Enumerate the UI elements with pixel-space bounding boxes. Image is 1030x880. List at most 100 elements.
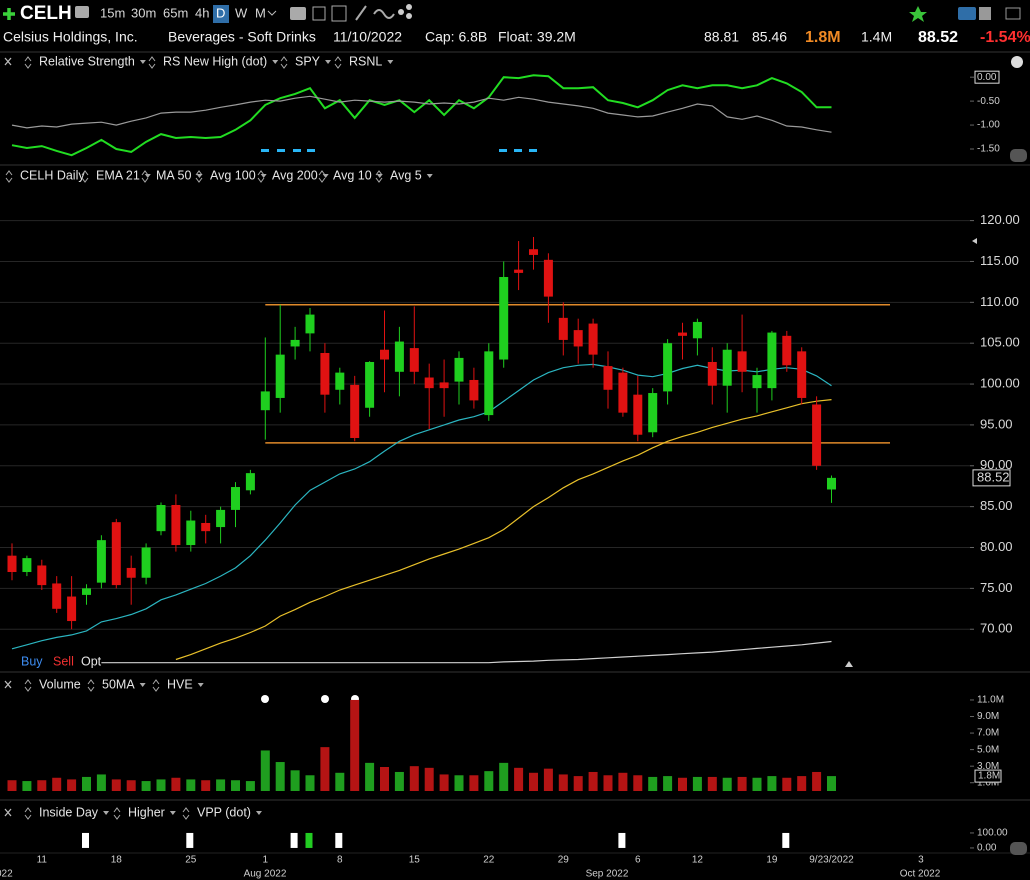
close-panel[interactable]: [4, 680, 12, 689]
legend-dropdown[interactable]: [196, 174, 203, 178]
legend-item[interactable]: Avg 100: [210, 168, 256, 182]
save-icon[interactable]: [979, 7, 991, 20]
bar: [827, 776, 836, 791]
bar: [245, 781, 255, 791]
last-volume-label: 1.8M: [978, 771, 1000, 782]
candle-body: [633, 394, 643, 435]
tool-icon[interactable]: [312, 6, 326, 21]
legend-item[interactable]: SPY: [295, 54, 321, 68]
legend-item[interactable]: HVE: [167, 677, 193, 691]
bar: [409, 766, 419, 791]
symbol[interactable]: CELH: [20, 3, 72, 24]
bar: [454, 775, 464, 791]
x-tick-label: 12: [692, 855, 704, 866]
bar: [186, 779, 196, 791]
share-icon[interactable]: [406, 4, 412, 10]
symbol-icon[interactable]: [75, 6, 89, 18]
legend-arrows: [257, 170, 265, 183]
timeframe[interactable]: 65m: [163, 5, 188, 20]
legend-item[interactable]: Higher: [128, 805, 165, 819]
legend-item[interactable]: RSNL: [349, 54, 382, 68]
legend-dropdown[interactable]: [325, 60, 332, 64]
legend-dropdown[interactable]: [169, 811, 176, 815]
close-panel[interactable]: [4, 808, 12, 817]
add-symbol-icon[interactable]: [3, 8, 15, 20]
close-panel[interactable]: [4, 57, 12, 66]
legend-dropdown[interactable]: [260, 174, 267, 178]
buy-button[interactable]: Buy: [21, 654, 43, 668]
tool-icon[interactable]: [290, 7, 306, 20]
legend-dropdown[interactable]: [103, 811, 110, 815]
legend-arrows: [141, 170, 149, 183]
share-icon[interactable]: [398, 9, 404, 15]
share-icon[interactable]: [406, 13, 412, 19]
chart-title[interactable]: CELH Daily: [20, 168, 85, 182]
timeframe[interactable]: W: [235, 5, 248, 20]
timeframe[interactable]: 30m: [131, 5, 156, 20]
candle-body: [752, 375, 762, 389]
bar: [260, 750, 270, 791]
legend-item[interactable]: Avg 200: [272, 168, 318, 182]
last-price-label: 88.52: [977, 469, 1010, 484]
options-button[interactable]: Opt: [81, 654, 102, 668]
sell-button[interactable]: Sell: [53, 654, 74, 668]
legend-item[interactable]: MA 50: [156, 168, 191, 182]
dropdown-icon[interactable]: [267, 10, 277, 16]
settings-icon[interactable]: [1011, 56, 1023, 68]
x-tick-label: 8: [337, 855, 343, 866]
legend-item[interactable]: Avg 5: [390, 168, 422, 182]
tool-icon[interactable]: [331, 5, 347, 22]
timeframe[interactable]: M: [255, 5, 266, 20]
chart-title[interactable]: Volume: [39, 677, 81, 691]
y-tick-label: 100.00: [980, 375, 1020, 390]
y-tick-label: 115.00: [980, 253, 1019, 268]
draw-icon[interactable]: [355, 5, 367, 21]
timeframe[interactable]: 15m: [100, 5, 125, 20]
legend-dropdown[interactable]: [139, 683, 146, 687]
legend-item[interactable]: Relative Strength: [39, 54, 135, 68]
scroll-button[interactable]: [1010, 149, 1027, 162]
legend-dropdown[interactable]: [255, 811, 262, 815]
legend-dropdown[interactable]: [426, 174, 433, 178]
legend-item[interactable]: Avg 10: [333, 168, 372, 182]
bar: [216, 779, 226, 791]
timeframe-selected: [213, 5, 229, 23]
bar: [394, 771, 404, 791]
indicator-line: [101, 640, 832, 664]
legend-dropdown[interactable]: [376, 174, 383, 178]
legend-item[interactable]: VPP (dot): [197, 805, 251, 819]
y-tick-label: -0.50: [977, 96, 1000, 107]
x-tick-label: 22: [483, 855, 495, 866]
bar: [797, 776, 807, 791]
bar: [558, 774, 568, 791]
window-icon[interactable]: [1005, 7, 1021, 20]
candle-body: [37, 565, 47, 586]
legend-dropdown[interactable]: [139, 60, 146, 64]
legend-dropdown[interactable]: [197, 683, 204, 687]
legend-item[interactable]: RS New High (dot): [163, 54, 267, 68]
watch-icon[interactable]: [909, 6, 927, 22]
draw-icon[interactable]: [373, 9, 395, 19]
candle-body: [335, 372, 345, 390]
legend-arrows: [318, 170, 326, 183]
legend-item[interactable]: 50MA: [102, 677, 135, 691]
candle-body: [245, 473, 255, 491]
legend-item[interactable]: EMA 21: [96, 168, 140, 182]
bar: [678, 777, 687, 791]
legend-dropdown[interactable]: [322, 174, 329, 178]
scroll-button[interactable]: [1010, 842, 1027, 855]
legend-dropdown[interactable]: [144, 174, 151, 178]
timeframe[interactable]: D: [216, 5, 225, 20]
tool-icon[interactable]: [958, 7, 976, 20]
legend-item[interactable]: Inside Day: [39, 805, 99, 819]
timeframe[interactable]: 4h: [195, 5, 209, 20]
legend-dropdown[interactable]: [272, 60, 279, 64]
bar: [603, 775, 613, 791]
legend-dropdown[interactable]: [387, 60, 394, 64]
x-tick-label: 11: [37, 855, 48, 866]
y-tick-label: 95.00: [980, 416, 1013, 431]
bar: [52, 777, 62, 791]
candle-body: [350, 384, 360, 438]
bar: [722, 777, 732, 791]
